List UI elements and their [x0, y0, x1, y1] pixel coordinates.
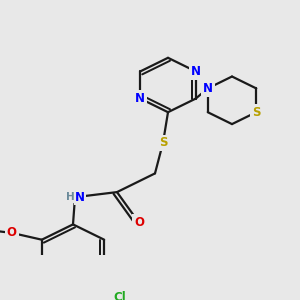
Text: S: S [159, 136, 167, 149]
Text: N: N [135, 92, 145, 105]
Text: H: H [66, 192, 74, 202]
Text: N: N [191, 65, 201, 78]
Text: N: N [203, 82, 213, 95]
Text: O: O [134, 216, 144, 229]
Text: O: O [7, 226, 17, 239]
Text: Cl: Cl [114, 291, 127, 300]
Text: S: S [252, 106, 260, 119]
Text: N: N [75, 191, 85, 204]
